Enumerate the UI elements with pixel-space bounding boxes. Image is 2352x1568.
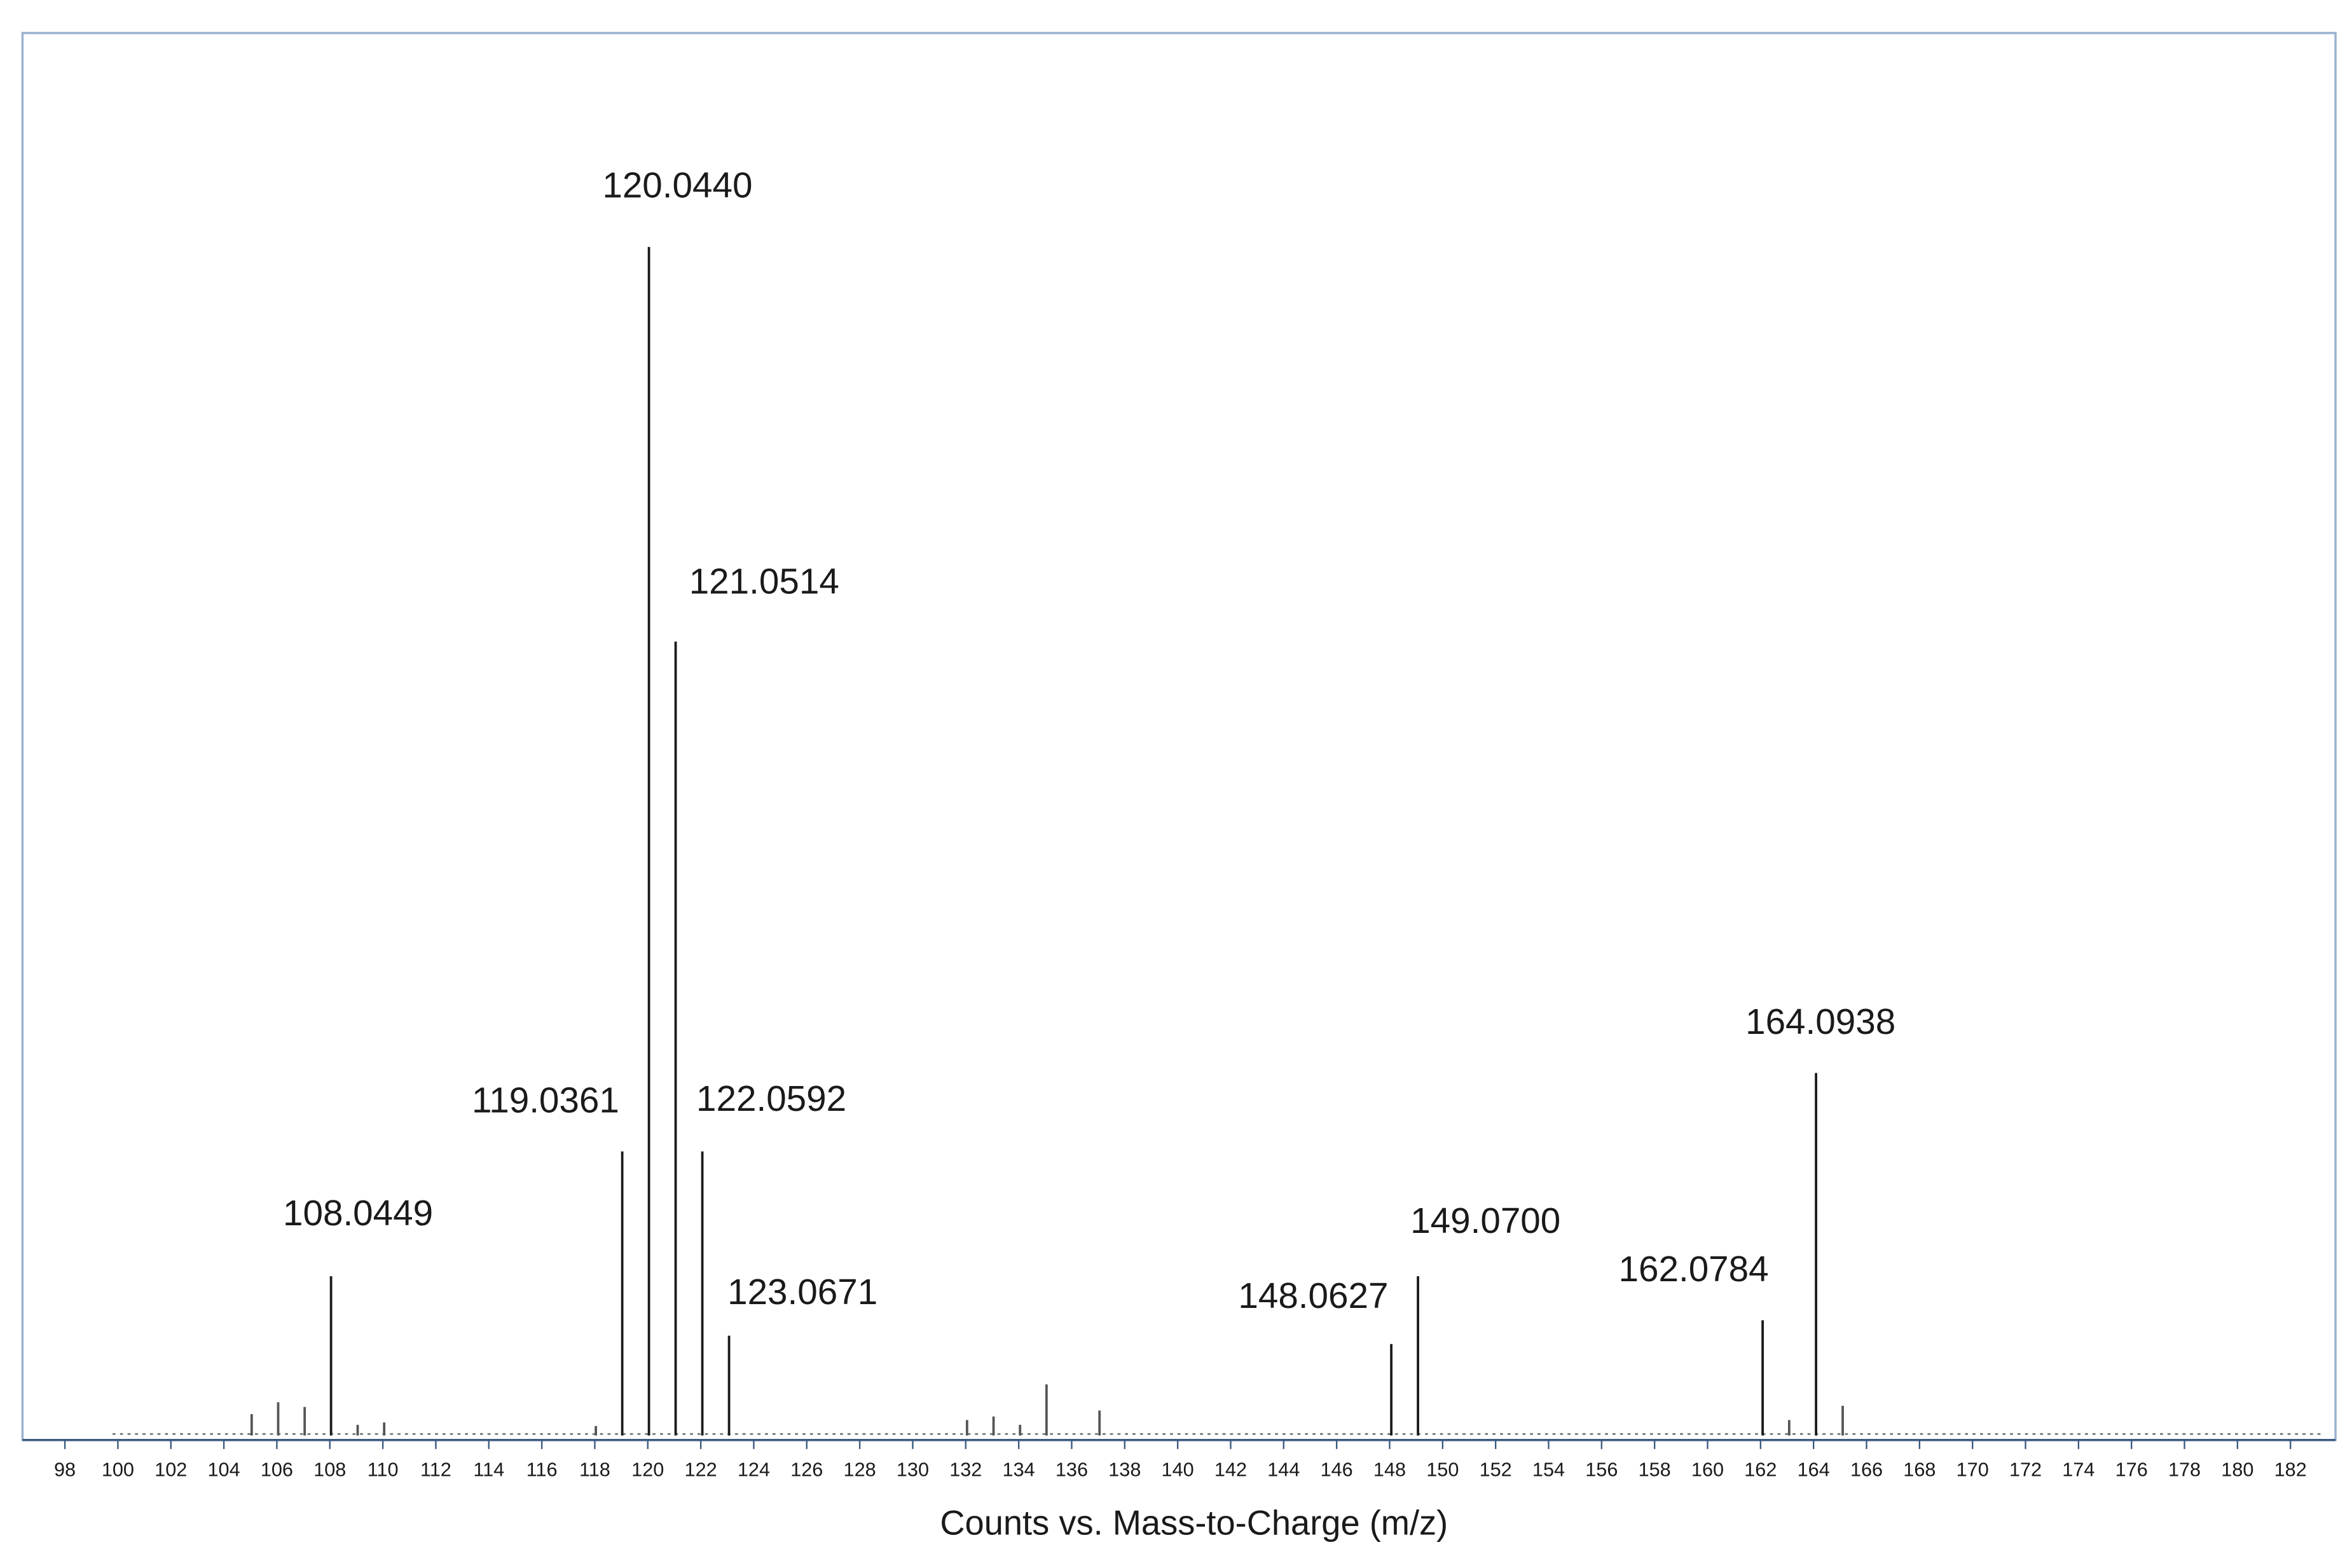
- x-tick-label: 120: [631, 1459, 664, 1480]
- x-tick-label: 154: [1532, 1459, 1565, 1480]
- x-tick-label: 144: [1267, 1459, 1300, 1480]
- x-tick-label: 98: [54, 1459, 76, 1480]
- peak-label: 121.0514: [689, 561, 839, 602]
- x-tick-label: 156: [1585, 1459, 1618, 1480]
- peak-label: 149.0700: [1410, 1200, 1560, 1241]
- x-tick-label: 114: [473, 1459, 504, 1480]
- x-tick-label: 174: [2062, 1459, 2094, 1480]
- x-tick-label: 140: [1162, 1459, 1194, 1480]
- x-tick-label: 146: [1321, 1459, 1353, 1480]
- x-tick-label: 126: [790, 1459, 823, 1480]
- peak-label: 122.0592: [696, 1078, 846, 1118]
- x-tick-label: 106: [261, 1459, 293, 1480]
- x-tick-label: 142: [1214, 1459, 1247, 1480]
- x-tick-label: 182: [2274, 1459, 2307, 1480]
- x-tick-label: 164: [1798, 1459, 1830, 1480]
- x-tick-label: 180: [2221, 1459, 2253, 1480]
- x-tick-label: 104: [207, 1459, 240, 1480]
- x-tick-label: 168: [1903, 1459, 1936, 1480]
- x-tick-label: 148: [1373, 1459, 1406, 1480]
- peak-label: 123.0671: [727, 1272, 877, 1312]
- x-tick-label: 108: [313, 1459, 346, 1480]
- x-tick-label: 130: [897, 1459, 929, 1480]
- peak-label: 119.0361: [472, 1080, 619, 1120]
- x-tick-label: 102: [155, 1459, 187, 1480]
- x-tick-label: 134: [1003, 1459, 1035, 1480]
- x-tick-label: 136: [1056, 1459, 1088, 1480]
- x-tick-label: 124: [738, 1459, 770, 1480]
- x-tick-label: 112: [420, 1459, 451, 1480]
- x-axis-title: Counts vs. Mass-to-Charge (m/z): [940, 1504, 1448, 1542]
- peak-label: 148.0627: [1238, 1276, 1388, 1316]
- peak-label: 164.0938: [1745, 1001, 1895, 1042]
- x-tick-label: 172: [2009, 1459, 2042, 1480]
- plot-frame: [21, 32, 2337, 1441]
- x-tick-label: 162: [1744, 1459, 1777, 1480]
- peak-label: 108.0449: [283, 1193, 433, 1233]
- x-tick-label: 176: [2115, 1459, 2148, 1480]
- x-tick-label: 100: [102, 1459, 134, 1480]
- peak-label: 120.0440: [602, 165, 752, 205]
- peak-label: 162.0784: [1619, 1249, 1769, 1289]
- x-tick-label: 116: [526, 1459, 558, 1480]
- x-tick-label: 138: [1108, 1459, 1141, 1480]
- x-tick-label: 170: [1957, 1459, 1989, 1480]
- x-tick-label: 128: [844, 1459, 876, 1480]
- x-tick-label: 118: [579, 1459, 610, 1480]
- x-tick-label: 122: [685, 1459, 717, 1480]
- x-tick-label: 152: [1480, 1459, 1512, 1480]
- x-tick-label: 166: [1850, 1459, 1883, 1480]
- x-tick-label: 178: [2168, 1459, 2201, 1480]
- x-tick-label: 132: [949, 1459, 982, 1480]
- x-tick-label: 160: [1691, 1459, 1724, 1480]
- x-tick-label: 158: [1639, 1459, 1671, 1480]
- x-tick-label: 150: [1426, 1459, 1459, 1480]
- x-tick-label: 110: [368, 1459, 399, 1480]
